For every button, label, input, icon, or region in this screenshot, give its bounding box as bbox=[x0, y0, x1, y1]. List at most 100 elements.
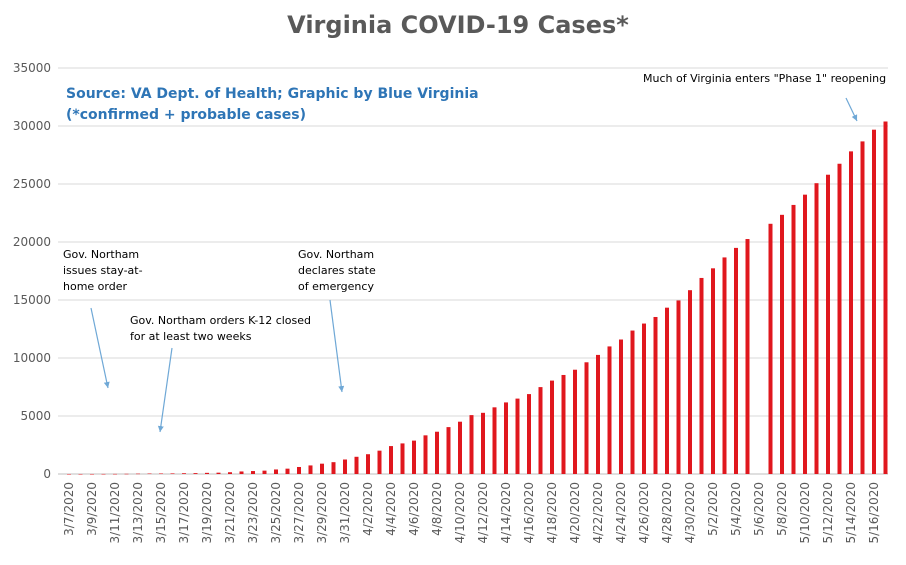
bar bbox=[90, 473, 94, 475]
bar bbox=[113, 473, 117, 475]
y-tick-label: 25000 bbox=[13, 177, 51, 191]
annotation: Gov. Northam orders K-12 closed for at le… bbox=[130, 314, 311, 433]
x-tick-label: 3/31/2020 bbox=[338, 482, 352, 544]
bar bbox=[205, 472, 209, 474]
x-tick-label: 4/4/2020 bbox=[384, 482, 398, 536]
annotation-text: for at least two weeks bbox=[130, 330, 252, 343]
bar bbox=[469, 415, 474, 474]
annotation-text: declares state bbox=[298, 264, 376, 277]
source-note: Source: VA Dept. of Health; Graphic by B… bbox=[66, 86, 479, 102]
bar bbox=[343, 459, 347, 474]
bar bbox=[837, 163, 842, 474]
gridlines bbox=[58, 67, 888, 475]
x-tick-label: 3/7/2020 bbox=[62, 482, 76, 536]
x-tick-label: 3/21/2020 bbox=[223, 482, 237, 544]
bar bbox=[297, 466, 301, 474]
bar bbox=[699, 277, 704, 474]
x-tick-label: 4/30/2020 bbox=[683, 482, 697, 544]
x-tick-label: 4/18/2020 bbox=[545, 482, 559, 544]
bar bbox=[67, 473, 71, 475]
annotation-arrow bbox=[329, 299, 345, 393]
cases-note: (*confirmed + probable cases) bbox=[66, 107, 306, 123]
bar bbox=[389, 446, 393, 474]
bar bbox=[435, 431, 439, 474]
bar bbox=[400, 443, 405, 474]
annotation-arrow bbox=[157, 347, 173, 433]
annotation-text: Gov. Northam orders K-12 closed bbox=[130, 314, 311, 327]
x-tick-label: 4/24/2020 bbox=[614, 482, 628, 544]
x-tick-label: 3/19/2020 bbox=[200, 482, 214, 544]
y-tick-label: 5000 bbox=[20, 409, 51, 423]
bar bbox=[768, 223, 773, 474]
bar bbox=[630, 330, 635, 474]
bar bbox=[584, 362, 589, 474]
bar bbox=[722, 257, 727, 474]
x-tick-label: 4/22/2020 bbox=[591, 482, 605, 544]
bar bbox=[446, 427, 451, 474]
annotation-text: Much of Virginia enters "Phase 1" reopen… bbox=[643, 72, 886, 85]
bar bbox=[550, 380, 554, 474]
annotation-arrow bbox=[845, 97, 858, 122]
bar bbox=[561, 374, 566, 474]
bar bbox=[182, 473, 186, 474]
bar bbox=[527, 394, 531, 474]
bar bbox=[377, 450, 382, 474]
bar bbox=[251, 471, 255, 474]
bar bbox=[515, 398, 520, 474]
bar bbox=[320, 463, 324, 474]
x-tick-label: 3/11/2020 bbox=[108, 482, 122, 544]
bar bbox=[228, 472, 232, 474]
annotation-text: home order bbox=[63, 280, 127, 293]
bar bbox=[170, 473, 175, 474]
bar bbox=[665, 307, 669, 474]
bar bbox=[734, 247, 738, 474]
x-tick-label: 4/12/2020 bbox=[476, 482, 490, 544]
annotation-arrow bbox=[90, 307, 110, 389]
bar bbox=[791, 204, 796, 474]
x-tick-label: 5/2/2020 bbox=[706, 482, 720, 536]
x-tick-label: 3/29/2020 bbox=[315, 482, 329, 544]
bar bbox=[136, 473, 140, 475]
bar bbox=[492, 407, 497, 474]
bar bbox=[504, 402, 508, 474]
bar bbox=[366, 454, 370, 474]
bar bbox=[331, 462, 336, 474]
x-tick-label: 5/4/2020 bbox=[729, 482, 743, 536]
bar bbox=[826, 174, 830, 474]
y-axis-ticks: 0 5000 10000 15000 20000 25000 30000 35000 bbox=[13, 61, 51, 481]
y-tick-label: 10000 bbox=[13, 351, 51, 365]
bar bbox=[216, 472, 221, 474]
x-axis-ticks: 3/7/2020 3/9/2020 3/11/2020 3/13/2020 3/15/2… bbox=[62, 482, 881, 544]
x-tick-label: 3/13/2020 bbox=[131, 482, 145, 544]
x-tick-label: 4/14/2020 bbox=[499, 482, 513, 544]
bars bbox=[67, 121, 888, 475]
x-tick-label: 4/16/2020 bbox=[522, 482, 536, 544]
bar bbox=[711, 268, 715, 474]
bar bbox=[688, 290, 692, 474]
bar bbox=[239, 471, 244, 474]
x-tick-label: 4/6/2020 bbox=[407, 482, 421, 536]
bar bbox=[872, 129, 876, 474]
x-tick-label: 3/23/2020 bbox=[246, 482, 260, 544]
bar bbox=[676, 300, 681, 474]
x-tick-label: 5/8/2020 bbox=[775, 482, 789, 536]
bar bbox=[596, 354, 600, 474]
x-tick-label: 4/20/2020 bbox=[568, 482, 582, 544]
annotation: Gov. Northam declares state of emergency bbox=[298, 248, 376, 393]
y-tick-label: 30000 bbox=[13, 119, 51, 133]
bar bbox=[412, 440, 416, 474]
x-tick-label: 3/17/2020 bbox=[177, 482, 191, 544]
y-tick-label: 15000 bbox=[13, 293, 51, 307]
annotation-text: of emergency bbox=[298, 280, 374, 293]
bar bbox=[458, 421, 462, 474]
y-tick-label: 35000 bbox=[13, 61, 51, 75]
y-tick-label: 20000 bbox=[13, 235, 51, 249]
bar bbox=[159, 473, 163, 474]
annotation: Gov. Northam issues stay-at-home order bbox=[63, 248, 143, 389]
x-tick-label: 3/27/2020 bbox=[292, 482, 306, 544]
x-tick-label: 3/25/2020 bbox=[269, 482, 283, 544]
bar bbox=[573, 369, 577, 474]
x-tick-label: 5/14/2020 bbox=[844, 482, 858, 544]
